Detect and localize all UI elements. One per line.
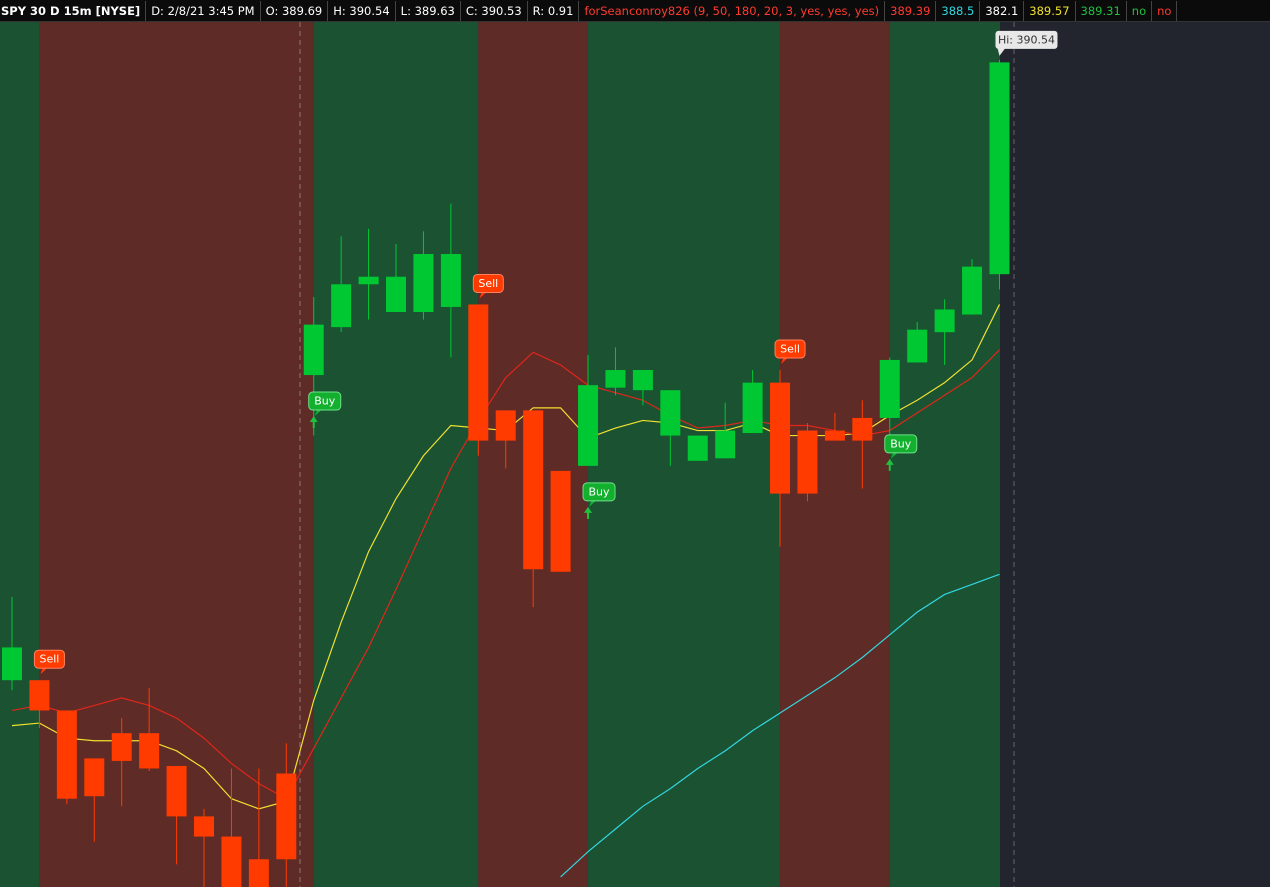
candle-body: [770, 382, 791, 494]
candle-body: [468, 304, 489, 441]
candle-body: [605, 370, 626, 388]
header-cell: 382.1: [980, 0, 1025, 21]
candle-body: [84, 758, 105, 797]
header-cell: 388.5: [936, 0, 981, 21]
header-cell: D: 2/8/21 3:45 PM: [146, 0, 261, 21]
header-bar: SPY 30 D 15m [NYSE] D: 2/8/21 3:45 PM O: 3…: [0, 0, 1270, 22]
buy-arrow: [584, 506, 593, 519]
signal-bubble: [308, 391, 342, 411]
signal-label: Buy: [890, 437, 912, 450]
candle-body: [440, 254, 461, 307]
buy-arrow: [885, 458, 894, 471]
header-cell: forSeanconroy826 (9, 50, 180, 20, 3, yes…: [579, 0, 886, 21]
candle-body: [194, 816, 215, 837]
header-cell: H: 390.54: [328, 0, 396, 21]
signal-label: Sell: [39, 653, 59, 666]
candle-body: [413, 254, 434, 313]
chart: Sell Buy Sell Buy Sell Buy Hi: 390.54: [0, 22, 1270, 887]
candle-body: [331, 284, 352, 328]
candle-body: [166, 765, 187, 817]
signal-bubble: [582, 482, 616, 502]
regime-band: [780, 22, 890, 887]
header-cell: 389.57: [1024, 0, 1076, 21]
candle-body: [578, 385, 599, 466]
candle-body: [248, 859, 269, 887]
future-area: [1000, 22, 1270, 887]
candle-body: [2, 647, 22, 681]
candle-body: [303, 324, 324, 376]
regime-band: [39, 22, 314, 887]
header-cell: no: [1152, 0, 1178, 21]
candle-body: [907, 329, 928, 363]
header-cell: SPY 30 D 15m [NYSE]: [0, 0, 147, 21]
candle-body: [523, 410, 544, 570]
candle-body: [962, 266, 983, 315]
candle-body: [660, 390, 681, 436]
header-cell: 389.39: [885, 0, 937, 21]
header-cell: O: 389.69: [261, 0, 329, 21]
buy-arrow: [309, 416, 318, 429]
candle-body: [742, 382, 763, 434]
header-cell: no: [1127, 0, 1153, 21]
candle-body: [358, 276, 379, 285]
regime-bands: [0, 22, 1000, 887]
signal-label: Buy: [589, 485, 611, 498]
signal-bubble: [33, 649, 65, 669]
signal-bubble: [884, 434, 918, 454]
hi-bubble: [995, 30, 1058, 49]
regime-band: [889, 22, 1000, 887]
candle-body: [276, 773, 297, 860]
regime-band: [0, 22, 40, 887]
header-cell: C: 390.53: [461, 0, 528, 21]
signal-label: Buy: [314, 395, 336, 408]
candle-body: [56, 710, 77, 799]
header-cell: R: 0.91: [528, 0, 580, 21]
candle-body: [879, 359, 900, 418]
indicator-line: [560, 573, 1000, 878]
regime-band: [588, 22, 781, 887]
signal-bubble: [774, 339, 806, 359]
candle-body: [852, 417, 873, 441]
candle-body: [221, 836, 242, 887]
candle-body: [824, 430, 845, 441]
candle-body: [797, 430, 818, 494]
hi-label: Hi: 390.54: [998, 33, 1055, 46]
candle-body: [29, 680, 50, 711]
candle-body: [989, 62, 1010, 275]
candle-body: [495, 410, 516, 441]
candle-body: [550, 470, 571, 572]
candle-body: [632, 370, 653, 391]
header-cell: 389.31: [1076, 0, 1127, 21]
signal-label: Sell: [478, 277, 498, 290]
candle-body: [111, 733, 132, 761]
candle-body: [687, 435, 708, 461]
candle-body: [386, 276, 407, 313]
candle-body: [139, 733, 160, 769]
candle-body: [715, 430, 736, 459]
signal-label: Sell: [780, 343, 800, 356]
signal-bubble: [472, 273, 504, 293]
hi-pointer: [997, 47, 1006, 56]
regime-band: [313, 22, 479, 887]
header-cell: L: 389.63: [396, 0, 461, 21]
candle-body: [934, 309, 955, 333]
